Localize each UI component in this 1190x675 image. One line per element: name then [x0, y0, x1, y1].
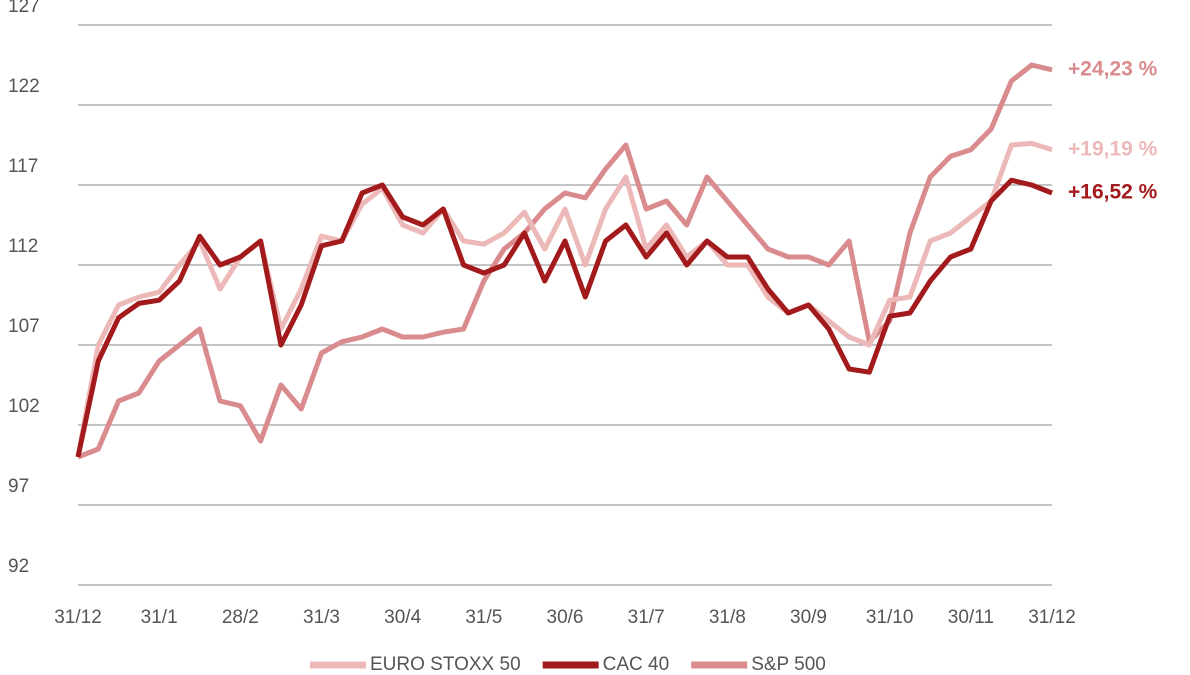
end-label: +16,52 %	[1068, 181, 1158, 204]
x-tick-label: 31/10	[866, 607, 914, 628]
x-tick-label: 31/8	[709, 607, 746, 628]
legend-label: S&P 500	[751, 654, 826, 675]
x-tick-label: 30/11	[948, 607, 994, 628]
x-tick-label: 31/12	[1028, 607, 1076, 628]
x-tick-label: 31/5	[465, 607, 502, 628]
legend-label: CAC 40	[603, 654, 670, 675]
x-tick-label: 30/4	[384, 607, 421, 628]
x-tick-label: 30/6	[547, 607, 584, 628]
series-line	[75, 177, 1053, 458]
x-tick-label: 31/12	[54, 607, 102, 628]
series-line	[75, 140, 1053, 458]
end-label: +19,19 %	[1068, 137, 1158, 160]
y-tick-label: 102	[8, 396, 40, 417]
legend-label: EURO STOXX 50	[370, 654, 521, 675]
y-tick-label: 97	[8, 476, 29, 497]
y-tick-label: 112	[8, 236, 38, 257]
x-tick-label: 31/1	[141, 607, 178, 628]
y-tick-label: 107	[8, 316, 40, 337]
y-tick-label: 122	[8, 76, 40, 97]
y-tick-label: 127	[8, 0, 40, 17]
y-tick-label: 92	[8, 556, 29, 577]
end-label: +24,23 %	[1068, 57, 1158, 80]
x-tick-label: 31/3	[303, 607, 340, 628]
x-tick-label: 28/2	[222, 607, 259, 628]
x-tick-label: 31/7	[628, 607, 665, 628]
y-tick-label: 117	[8, 156, 38, 177]
x-tick-label: 30/9	[790, 607, 827, 628]
